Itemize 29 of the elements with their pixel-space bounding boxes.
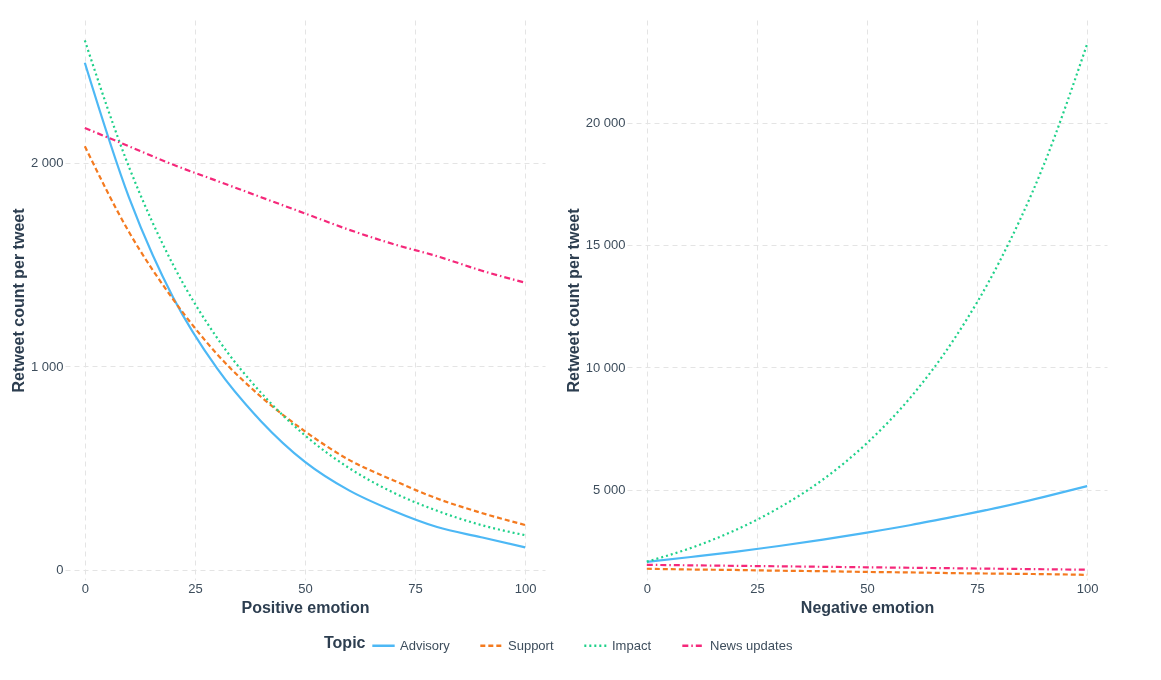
- line-series: [645, 485, 1089, 563]
- y-tick-label: 0: [56, 562, 64, 578]
- y-tick-label: 20 000: [585, 115, 626, 131]
- line-series: [83, 145, 527, 527]
- x-tick-label: 25: [750, 580, 765, 596]
- line-series: [645, 42, 1089, 563]
- x-axis-title: Positive emotion: [241, 598, 370, 616]
- legend-label: Impact: [612, 637, 652, 653]
- x-tick-label: 75: [970, 580, 985, 596]
- x-tick-label: 75: [408, 580, 423, 596]
- x-axis-title: Negative emotion: [800, 598, 935, 616]
- x-tick-label: 50: [298, 580, 313, 596]
- x-tick-label: 25: [188, 580, 203, 596]
- y-tick-label: 15 000: [585, 237, 626, 253]
- x-tick-label: 0: [643, 580, 651, 596]
- y-tick-label: 5 000: [592, 482, 626, 498]
- x-tick-label: 50: [860, 580, 875, 596]
- y-tick-label: 2 000: [30, 155, 64, 171]
- y-tick-label: 1 000: [30, 358, 64, 374]
- x-tick-label: 100: [1076, 580, 1099, 596]
- legend-label: News updates: [710, 637, 793, 653]
- legend-title: Topic: [324, 634, 366, 651]
- x-tick-label: 0: [81, 580, 89, 596]
- y-axis-title: Retweet count per tweet: [564, 207, 582, 393]
- y-tick-label: 10 000: [585, 359, 626, 375]
- legend-label: Support: [508, 637, 554, 653]
- x-tick-label: 100: [514, 580, 537, 596]
- y-axis-title: Retweet count per tweet: [9, 207, 27, 393]
- legend-label: Advisory: [400, 637, 451, 653]
